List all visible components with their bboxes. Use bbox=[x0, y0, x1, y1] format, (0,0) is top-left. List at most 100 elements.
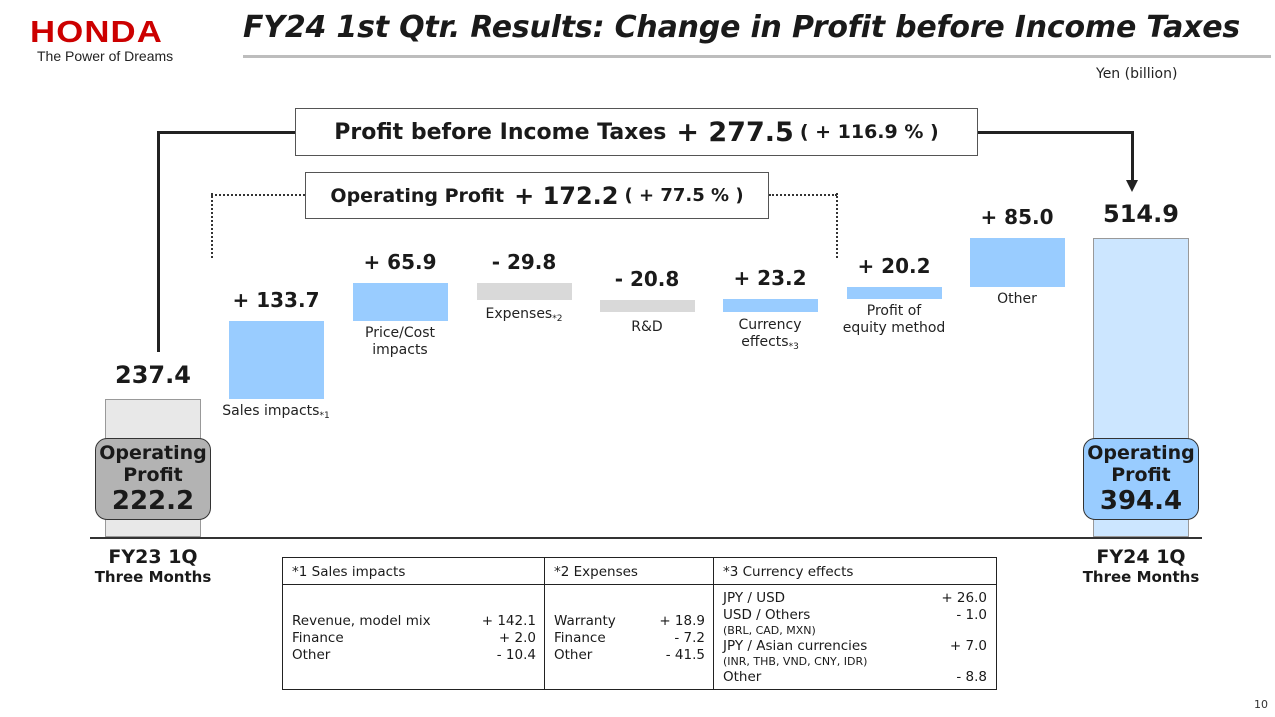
footnote-item-name: JPY / USD bbox=[723, 590, 786, 606]
footnote-item-name: JPY / Asian currencies bbox=[723, 638, 868, 654]
category-line: Price/Cost bbox=[365, 325, 435, 342]
footnote-item-name: Other bbox=[723, 669, 762, 685]
op-change: + 172.2 bbox=[514, 181, 619, 210]
start-operating-profit-badge: Operating Profit 222.2 bbox=[95, 438, 211, 520]
unit-label: Yen (billion) bbox=[1096, 66, 1178, 82]
waterfall-bar bbox=[599, 300, 695, 313]
op-badge-value: 222.2 bbox=[111, 486, 195, 516]
category-line: impacts bbox=[372, 342, 428, 359]
footnote-item-value: - 1.0 bbox=[956, 607, 987, 623]
bar-category-label: Other bbox=[947, 291, 1087, 308]
bar-value-label: + 65.9 bbox=[363, 250, 437, 275]
category-line: Currency bbox=[738, 316, 802, 333]
footnote-row: JPY / Asian currencies + 7.0 bbox=[714, 638, 996, 655]
end-period-label: FY24 1Q Three Months bbox=[1061, 546, 1221, 586]
footnote-expenses: *2 Expenses Warranty + 18.9 Finance - 7.2 Ot… bbox=[544, 558, 714, 689]
footnote-item-name: Revenue, model mix bbox=[292, 613, 431, 629]
bar-category-label: Profit of equity method bbox=[824, 303, 964, 337]
pbit-percent: ( + 116.9 % ) bbox=[799, 121, 939, 143]
waterfall-bar bbox=[722, 299, 818, 313]
page-title: FY24 1st Qtr. Results: Change in Profit … bbox=[243, 10, 1241, 45]
bar-value-label: + 133.7 bbox=[232, 288, 320, 313]
op-label: Operating Profit bbox=[330, 184, 505, 207]
footnote-row: Finance - 7.2 bbox=[545, 630, 714, 647]
footnote-item-value: - 7.2 bbox=[674, 630, 705, 646]
op-bracket-left-horizontal bbox=[211, 194, 305, 196]
footnote-item-value: + 7.0 bbox=[949, 638, 987, 654]
category-line: Other bbox=[997, 291, 1037, 308]
footnote-row: Other - 41.5 bbox=[545, 647, 714, 664]
pbit-connector-left-vertical bbox=[157, 131, 160, 352]
honda-logo: HONDA bbox=[30, 14, 163, 49]
footnote-title: *1 Sales impacts bbox=[283, 558, 545, 585]
bar-category-label: Sales impacts*1 bbox=[206, 403, 346, 422]
footnote-item-name: Warranty bbox=[554, 613, 616, 629]
start-period-label: FY23 1Q Three Months bbox=[73, 546, 233, 586]
end-total-label: 514.9 bbox=[1103, 199, 1179, 228]
footnote-sales: *1 Sales impacts Revenue, model mix + 142… bbox=[283, 558, 545, 689]
pbit-connector-left-horizontal bbox=[157, 131, 297, 134]
bar-category-label: Price/Cost impacts bbox=[330, 325, 470, 359]
bar-category-label: R&D bbox=[577, 319, 717, 336]
footnote-item-value: - 8.8 bbox=[956, 669, 987, 685]
category-line: effects*3 bbox=[741, 333, 799, 352]
footnote-title: *2 Expenses bbox=[545, 558, 714, 585]
op-summary-box: Operating Profit + 172.2 ( + 77.5 % ) bbox=[305, 172, 769, 219]
pbit-label: Profit before Income Taxes bbox=[334, 119, 667, 145]
pbit-change: + 277.5 bbox=[676, 116, 794, 148]
footnote-sub-row: (BRL, CAD, MXN) bbox=[714, 624, 996, 638]
page-number: 10 bbox=[1254, 698, 1268, 711]
bar-value-label: - 29.8 bbox=[491, 250, 557, 275]
waterfall-bar bbox=[969, 237, 1065, 288]
footnote-sub-row: (INR, THB, VND, CNY, IDR) bbox=[714, 655, 996, 669]
category-line: Profit of bbox=[866, 303, 922, 320]
op-percent: ( + 77.5 % ) bbox=[624, 185, 744, 206]
category-line: equity method bbox=[842, 320, 946, 337]
footnote-item-name: USD / Others bbox=[723, 607, 811, 623]
op-bracket-left-vertical bbox=[211, 193, 213, 258]
pbit-connector-right-vertical bbox=[1131, 131, 1134, 181]
period-name: FY24 1Q bbox=[1096, 546, 1186, 568]
waterfall-bar bbox=[228, 321, 324, 400]
op-badge-value: 394.4 bbox=[1099, 486, 1183, 516]
footnote-item-name: Other bbox=[292, 647, 331, 663]
category-line: R&D bbox=[631, 318, 663, 335]
bar-value-label: + 23.2 bbox=[733, 266, 807, 291]
bar-value-label: + 20.2 bbox=[857, 254, 931, 279]
footnote-row: Finance + 2.0 bbox=[283, 630, 545, 647]
op-bracket-right-vertical bbox=[836, 193, 838, 258]
period-name: FY23 1Q bbox=[108, 546, 198, 568]
pbit-connector-right-horizontal bbox=[978, 131, 1134, 134]
footnote-row: USD / Others - 1.0 bbox=[714, 607, 996, 624]
op-badge-title: Operating Profit bbox=[1087, 442, 1195, 486]
footnote-marker: *1 bbox=[319, 411, 330, 422]
end-operating-profit-badge: Operating Profit 394.4 bbox=[1083, 438, 1199, 520]
waterfall-bar bbox=[476, 283, 572, 301]
start-total-label: 237.4 bbox=[115, 361, 191, 390]
title-underline bbox=[243, 55, 1271, 58]
footnote-row: Other - 8.8 bbox=[714, 669, 996, 686]
footnote-item-value: - 10.4 bbox=[496, 647, 536, 663]
footnote-currency: *3 Currency effects JPY / USD + 26.0 USD /… bbox=[713, 558, 996, 689]
footnote-row: JPY / USD + 26.0 bbox=[714, 590, 996, 607]
category-line: Sales impacts*1 bbox=[222, 403, 330, 422]
arrow-head-icon bbox=[1126, 180, 1138, 192]
footnote-item-name: Finance bbox=[292, 630, 344, 646]
footnote-row: Revenue, model mix + 142.1 bbox=[283, 613, 545, 630]
waterfall-bar bbox=[352, 283, 448, 322]
footnote-item-value: + 18.9 bbox=[659, 613, 705, 629]
bar-value-label: - 20.8 bbox=[614, 267, 680, 292]
period-sub: Three Months bbox=[1082, 568, 1200, 586]
bar-category-label: Expenses*2 bbox=[454, 306, 594, 325]
chart-baseline bbox=[90, 537, 1202, 539]
bar-category-label: Currency effects*3 bbox=[700, 317, 840, 353]
footnote-item-name: Other bbox=[554, 647, 593, 663]
footnote-item-value: + 2.0 bbox=[498, 630, 536, 646]
footnote-item-detail: (BRL, CAD, MXN) bbox=[723, 624, 816, 637]
footnote-item-value: + 26.0 bbox=[941, 590, 987, 606]
tagline: The Power of Dreams bbox=[37, 48, 174, 64]
footnote-item-value: - 41.5 bbox=[665, 647, 705, 663]
category-line: Expenses*2 bbox=[485, 306, 563, 325]
footnote-item-name: Finance bbox=[554, 630, 606, 646]
